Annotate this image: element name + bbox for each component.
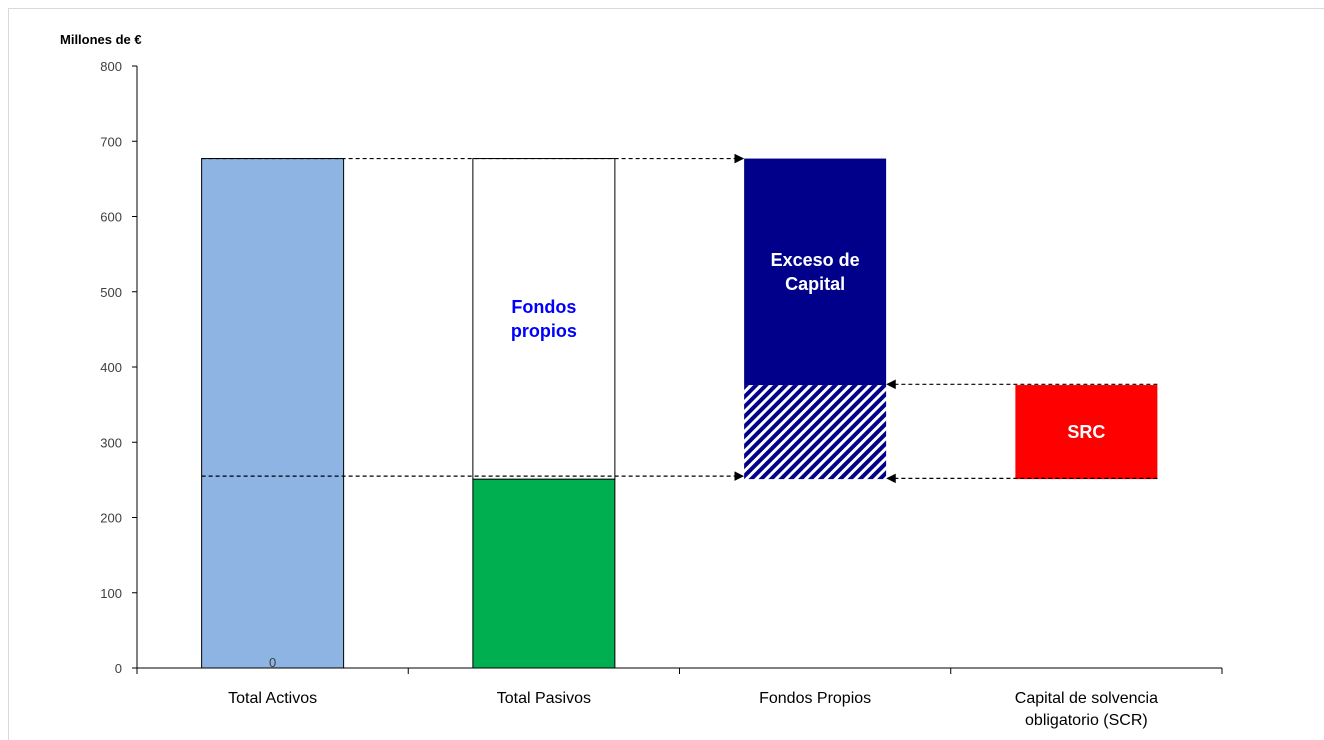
bar-segment-exceso-de-capital xyxy=(744,158,887,386)
y-tick-label: 0 xyxy=(115,661,122,676)
x-category-label: Total Activos xyxy=(228,690,317,707)
x-category-label: Total Pasivos xyxy=(497,690,591,707)
data-label-zero: 0 xyxy=(269,655,276,670)
connectors-layer xyxy=(201,153,1158,484)
x-category-label: obligatorio (SCR) xyxy=(1025,712,1148,729)
bar-label-fondos-propios: Fondos xyxy=(511,297,576,317)
bar-segment-pasivos xyxy=(472,478,616,669)
chart-frame xyxy=(8,8,1324,740)
y-tick-label: 300 xyxy=(100,435,122,450)
bar-segment-fondos-propios xyxy=(472,158,616,480)
y-axis-title: Millones de € xyxy=(60,32,142,47)
y-tick-label: 100 xyxy=(100,586,122,601)
axes-layer: 0 100 200 300 400 500 600 700 800 Total Activos To… xyxy=(100,59,1223,729)
y-tick-label: 800 xyxy=(100,59,122,74)
y-tick-label: 400 xyxy=(100,360,122,375)
x-category-label: Fondos Propios xyxy=(759,690,871,707)
bars-layer: Fondos propios Exceso de Capital SRC 0 xyxy=(201,158,1158,670)
bar-label-fondos-propios: propios xyxy=(511,321,577,341)
bar-label-exceso-de-capital: Capital xyxy=(785,274,845,294)
y-tick-label: 200 xyxy=(100,511,122,526)
bar-segment-total-activos xyxy=(201,158,345,669)
bar-label-exceso-de-capital: Exceso de xyxy=(771,250,860,270)
x-category-label: Capital de solvencia xyxy=(1015,690,1158,707)
y-tick-label: 600 xyxy=(100,210,122,225)
y-tick-label: 700 xyxy=(100,134,122,149)
bar-segment-src xyxy=(1015,385,1158,480)
bar-segment-cobertura-scr xyxy=(744,385,887,480)
bar-label-src: SRC xyxy=(1067,422,1105,442)
y-tick-label: 500 xyxy=(100,285,122,300)
